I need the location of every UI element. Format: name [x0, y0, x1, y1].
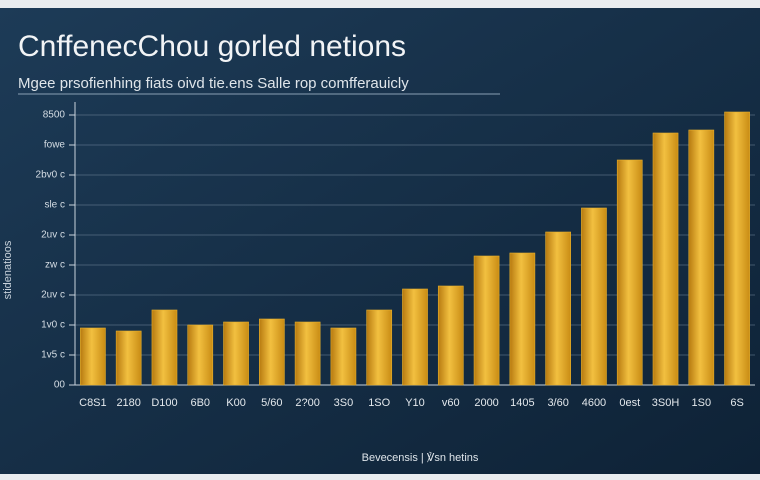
x-tick-label: C8S1: [79, 397, 107, 409]
y-tick-label: 00: [54, 380, 66, 391]
x-tick-label: 2000: [474, 397, 498, 409]
bar: [509, 252, 536, 386]
bar: [115, 330, 142, 386]
y-tick-label: 2uv c: [41, 290, 65, 301]
x-tick-label: 1S0: [692, 397, 712, 409]
bar: [688, 129, 715, 386]
source: Bevecensis | ℣sn hetins: [362, 451, 479, 464]
x-tick-label: 0est: [619, 397, 640, 409]
x-tick-label: 2180: [116, 397, 140, 409]
bar: [259, 318, 285, 386]
bar: [151, 309, 178, 386]
x-tick-label: 5/60: [261, 397, 282, 409]
y-tick-label: 2bv0 c: [36, 170, 65, 181]
x-tick-label: 6B0: [190, 397, 210, 409]
bar: [724, 111, 750, 386]
bar: [437, 285, 464, 386]
bar: [80, 327, 106, 386]
bar: [187, 324, 214, 386]
x-tick-label: 2?00: [295, 397, 319, 409]
x-tick-label: 1405: [510, 397, 534, 409]
y-tick-label: fowe: [44, 140, 66, 151]
y-tick-label: 1v0 c: [41, 320, 65, 331]
x-tick-label: 3/60: [547, 397, 568, 409]
bar: [294, 321, 321, 386]
y-tick-label: 8500: [43, 110, 66, 121]
chart-subtitle: Mgee prsofienhing fiats oivd tie.ens Sal…: [18, 75, 409, 92]
bar: [223, 321, 249, 386]
bar: [616, 159, 643, 386]
x-tick-label: 6S: [730, 397, 743, 409]
x-tick-label: v60: [442, 397, 460, 409]
x-tick-label: D100: [151, 397, 177, 409]
bar: [581, 207, 607, 386]
x-tick-label: 3S0: [334, 397, 354, 409]
x-tick-label: Y10: [405, 397, 425, 409]
x-tick-label: K00: [226, 397, 246, 409]
bar: [330, 327, 357, 386]
y-tick-label: 2uv c: [41, 230, 65, 241]
y-tick-label: sle c: [44, 200, 65, 211]
x-tick-label: 4600: [582, 397, 606, 409]
bar: [402, 288, 428, 386]
bar: [545, 231, 571, 386]
bar: [366, 309, 393, 386]
bar: [473, 255, 500, 386]
chart-title: CnffenecChou gorled netions: [18, 30, 406, 63]
y-axis-title: stidenatioos: [2, 240, 14, 299]
bar: [652, 132, 679, 386]
x-tick-label: 1SO: [368, 397, 390, 409]
x-tick-label: 3S0H: [652, 397, 680, 409]
y-tick-label: 1v5 c: [41, 350, 65, 361]
y-tick-label: zw c: [45, 260, 65, 271]
